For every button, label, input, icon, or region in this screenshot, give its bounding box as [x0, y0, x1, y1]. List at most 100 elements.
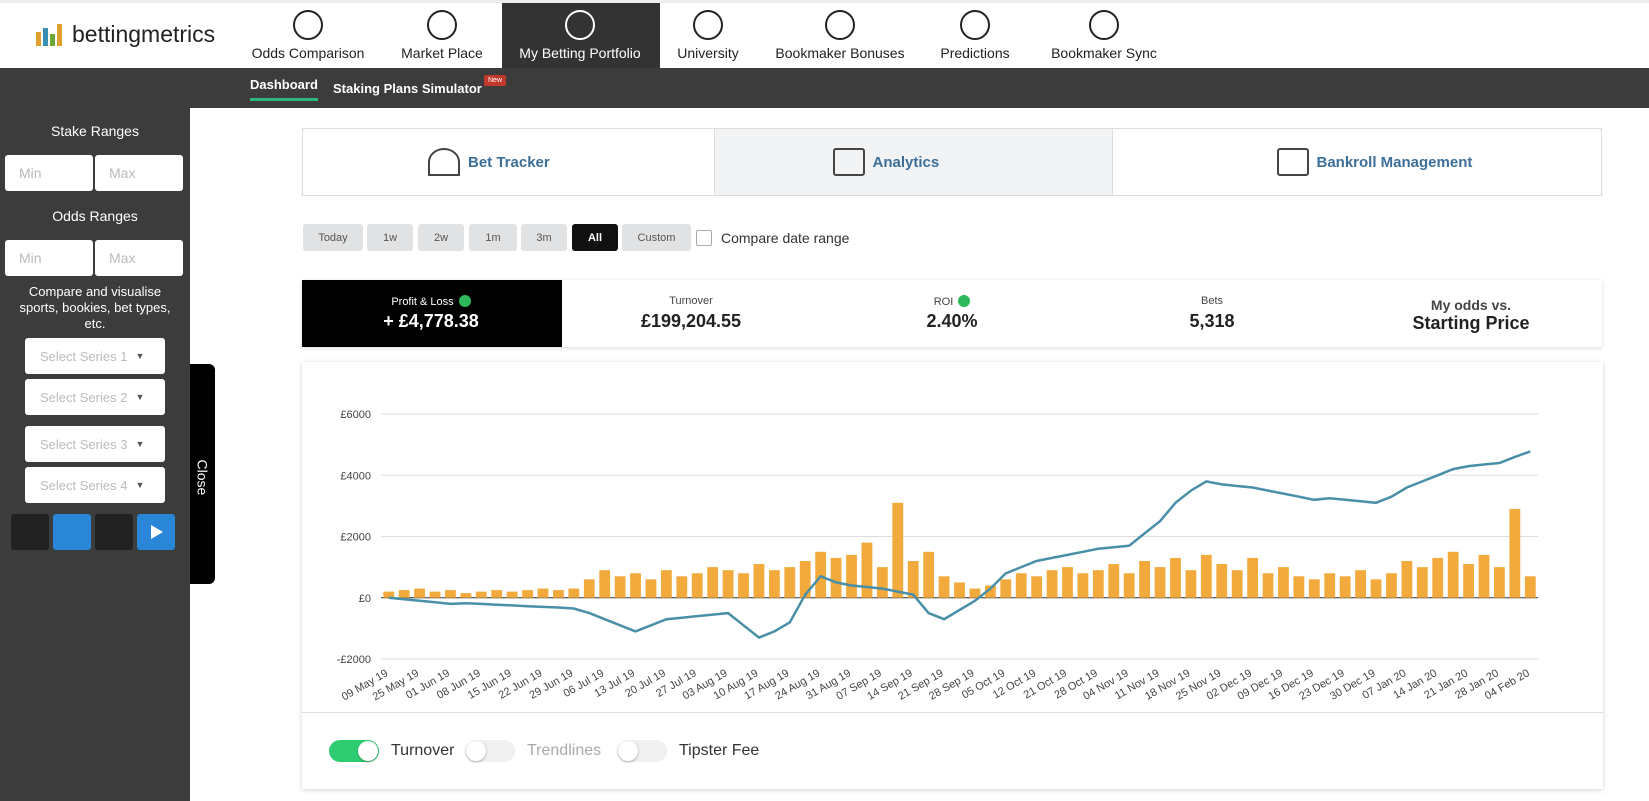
- bar: [553, 590, 564, 598]
- bar: [969, 588, 981, 598]
- bar: [1031, 576, 1043, 598]
- tabs: [302, 128, 1602, 196]
- range-button[interactable]: 2w: [418, 224, 464, 251]
- bar: [1293, 576, 1305, 598]
- nav-icon: [293, 10, 323, 40]
- bar: [1123, 573, 1135, 598]
- bar: [1278, 567, 1289, 598]
- tab-label[interactable]: Analytics: [872, 154, 940, 171]
- series-select[interactable]: Select Series 1 ▼: [25, 338, 165, 374]
- nav-icon: [960, 10, 990, 40]
- close-tab[interactable]: [190, 364, 215, 584]
- bar: [676, 576, 688, 598]
- odds-min[interactable]: Min: [5, 240, 93, 276]
- series-select[interactable]: Select Series 2 ▼: [25, 379, 165, 415]
- filter-button[interactable]: [53, 514, 91, 550]
- series-select[interactable]: Select Series 3 ▼: [25, 426, 165, 462]
- compare-text: Compare and visualise sports, bookies, b…: [19, 284, 171, 331]
- bar: [1509, 508, 1521, 598]
- bar: [1077, 573, 1089, 598]
- nav-icon: [693, 10, 723, 40]
- subnav-staking[interactable]: Staking Plans Simulator: [333, 81, 482, 96]
- chart-divider: [302, 712, 1603, 713]
- odds-max[interactable]: Max: [95, 240, 183, 276]
- nav-item[interactable]: Odds Comparison: [251, 45, 365, 61]
- bar: [707, 567, 719, 598]
- tab-icon: [832, 148, 865, 176]
- range-button[interactable]: All: [572, 224, 618, 251]
- up-indicator: [458, 295, 471, 307]
- nav-icon: [427, 10, 457, 40]
- toggle-label[interactable]: Trendlines: [527, 742, 602, 759]
- range-button[interactable]: Today: [303, 224, 363, 251]
- range-button[interactable]: Custom: [622, 224, 691, 251]
- caret: ▼: [135, 351, 145, 361]
- toggle-label[interactable]: Turnover: [391, 742, 455, 759]
- bar: [522, 590, 533, 598]
- compare-label[interactable]: Compare date range: [721, 230, 850, 246]
- subnav-dashboard[interactable]: Dashboard: [250, 77, 318, 101]
- stake-max[interactable]: Max: [95, 155, 183, 191]
- tab-label[interactable]: Bet Tracker: [468, 154, 550, 171]
- toggle-label[interactable]: Tipster Fee: [679, 742, 760, 759]
- pnl-line: [388, 450, 1531, 640]
- nav-item[interactable]: University: [677, 45, 739, 61]
- bar: [1494, 567, 1505, 598]
- bar: [1463, 564, 1474, 598]
- stat-label: My odds vs.: [1430, 297, 1512, 313]
- bar: [1015, 573, 1027, 598]
- toggle-switch[interactable]: [329, 740, 379, 762]
- play-icon: [151, 525, 163, 539]
- stat-label: ROI: [822, 295, 1082, 308]
- range-button[interactable]: 1m: [469, 224, 517, 251]
- bar: [660, 570, 672, 598]
- bar: [1000, 579, 1012, 598]
- up-indicator: [958, 295, 971, 307]
- tab-label[interactable]: Bankroll Management: [1316, 154, 1473, 171]
- bar: [830, 557, 842, 598]
- nav-item[interactable]: Market Place: [401, 45, 483, 61]
- y-tick-label: £2000: [340, 532, 371, 544]
- bar: [1231, 570, 1243, 598]
- nav-icon: [825, 10, 855, 40]
- bar: [1154, 567, 1166, 598]
- bar: [907, 561, 919, 598]
- refresh-button[interactable]: [95, 514, 133, 550]
- bar: [846, 554, 857, 598]
- nav-item[interactable]: Bookmaker Bonuses: [775, 45, 905, 61]
- save-button[interactable]: [11, 514, 49, 550]
- bar: [1324, 573, 1336, 598]
- stat-value: Starting Price: [1412, 313, 1530, 333]
- toggle-switch[interactable]: [465, 740, 515, 762]
- stat-label: Bets: [1200, 295, 1223, 307]
- bar: [475, 591, 487, 598]
- bar: [753, 564, 765, 598]
- bar: [568, 588, 580, 598]
- bar: [1308, 579, 1320, 598]
- bar: [691, 573, 703, 598]
- bar: [1432, 557, 1444, 598]
- bar: [1386, 573, 1397, 598]
- stat-value: 5,318: [1189, 311, 1235, 331]
- bar: [876, 567, 888, 598]
- nav-item[interactable]: Bookmaker Sync: [1051, 45, 1157, 61]
- logo-text[interactable]: bettingmetrics: [72, 21, 216, 47]
- toggle-knob: [618, 741, 638, 761]
- tab-icon: [1276, 148, 1309, 176]
- compare-checkbox[interactable]: [696, 230, 712, 246]
- toggle-switch[interactable]: [617, 740, 667, 762]
- nav-item[interactable]: My Betting Portfolio: [519, 45, 641, 61]
- bar: [491, 590, 503, 598]
- bar: [784, 567, 796, 598]
- bar: [954, 582, 965, 598]
- range-button[interactable]: 3m: [521, 224, 567, 251]
- y-tick-label: £0: [359, 593, 371, 605]
- bar: [1370, 579, 1382, 598]
- nav-item[interactable]: Predictions: [940, 45, 1010, 61]
- bar: [861, 542, 873, 598]
- series-select[interactable]: Select Series 4 ▼: [25, 467, 165, 503]
- range-button[interactable]: 1w: [367, 224, 413, 251]
- bar: [984, 585, 996, 598]
- stake-min[interactable]: Min: [5, 155, 93, 191]
